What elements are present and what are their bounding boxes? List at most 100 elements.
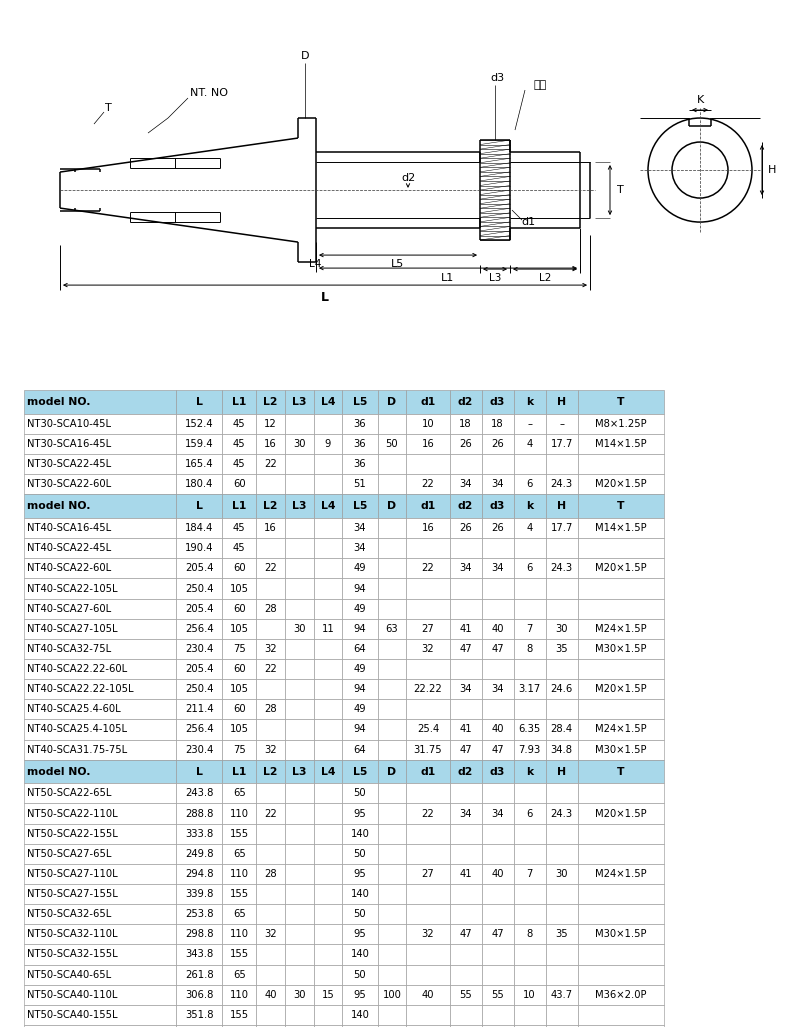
Text: 36: 36 [354,459,366,469]
Text: 49: 49 [354,564,366,573]
Text: 105: 105 [230,724,249,734]
Bar [314,414,342,434]
Bar [342,904,378,924]
Bar [256,985,285,1004]
Bar [578,578,664,599]
Text: H: H [557,501,566,511]
Text: 26: 26 [491,440,504,449]
Bar [514,844,546,864]
Text: 110: 110 [230,990,249,999]
Text: 6: 6 [526,480,533,489]
Bar [24,538,176,559]
Bar [546,518,578,538]
Text: 18: 18 [459,419,472,429]
Text: d1: d1 [420,397,436,407]
Text: 22: 22 [264,808,277,819]
Bar [514,904,546,924]
Text: 27: 27 [422,623,434,634]
Text: 43.7: 43.7 [550,990,573,999]
Text: 184.4: 184.4 [185,523,214,533]
Bar [406,434,450,454]
Text: d1: d1 [521,217,535,227]
Bar [378,884,406,904]
Bar [378,824,406,844]
Text: 22: 22 [422,480,434,489]
Text: 110: 110 [230,929,249,940]
Bar [482,599,514,618]
Text: L: L [321,291,329,304]
Bar [342,639,378,659]
Bar [314,803,342,824]
Text: H: H [557,766,566,776]
Bar [450,720,482,739]
Bar [342,538,378,559]
Text: M30×1.5P: M30×1.5P [595,644,646,654]
Bar [256,964,285,985]
Bar [176,390,222,414]
Bar [176,699,222,720]
Bar [578,964,664,985]
Bar [342,924,378,945]
Bar [406,720,450,739]
Text: 60: 60 [233,564,246,573]
Bar [406,739,450,760]
Bar [450,699,482,720]
Bar [24,884,176,904]
Text: d3: d3 [490,397,506,407]
Text: 95: 95 [354,990,366,999]
Bar [342,739,378,760]
Bar [450,679,482,699]
Bar [482,945,514,964]
Text: 110: 110 [230,808,249,819]
Bar [24,414,176,434]
Bar [578,803,664,824]
Text: 35: 35 [555,644,568,654]
Bar [176,434,222,454]
Bar [450,454,482,474]
Text: 250.4: 250.4 [185,583,214,594]
Bar [285,434,314,454]
Text: 45: 45 [233,419,246,429]
Text: 100: 100 [382,990,402,999]
Bar [514,985,546,1004]
Text: 288.8: 288.8 [185,808,214,819]
Bar [546,474,578,494]
Bar [314,599,342,618]
Bar [314,964,342,985]
Bar [24,985,176,1004]
Text: 6: 6 [526,564,533,573]
Bar [222,739,256,760]
Bar [514,884,546,904]
Text: K: K [696,96,704,105]
Text: 22: 22 [422,564,434,573]
Bar [546,964,578,985]
Text: NT40-SCA22-45L: NT40-SCA22-45L [27,543,111,554]
Bar [406,760,450,784]
Text: NT40-SCA25.4-60L: NT40-SCA25.4-60L [27,705,121,715]
Text: 刀具: 刀具 [534,80,546,90]
Bar [482,559,514,578]
Bar [546,1004,578,1025]
Bar [176,824,222,844]
Bar [222,803,256,824]
Bar [578,454,664,474]
Text: 36: 36 [354,419,366,429]
Text: 8: 8 [526,929,533,940]
Bar [24,390,176,414]
Text: NT50-SCA27-110L: NT50-SCA27-110L [27,869,118,879]
Bar [176,559,222,578]
Text: NT50-SCA27-65L: NT50-SCA27-65L [27,848,111,859]
Text: 34: 34 [459,684,472,694]
Text: NT30-SCA16-45L: NT30-SCA16-45L [27,440,111,449]
Bar [514,578,546,599]
Bar [514,599,546,618]
Bar [256,679,285,699]
Text: L1: L1 [232,397,246,407]
Bar [222,884,256,904]
Text: 24.3: 24.3 [550,808,573,819]
Text: 40: 40 [422,990,434,999]
Bar [314,760,342,784]
Text: 40: 40 [491,623,504,634]
Bar [546,578,578,599]
Text: 306.8: 306.8 [185,990,214,999]
